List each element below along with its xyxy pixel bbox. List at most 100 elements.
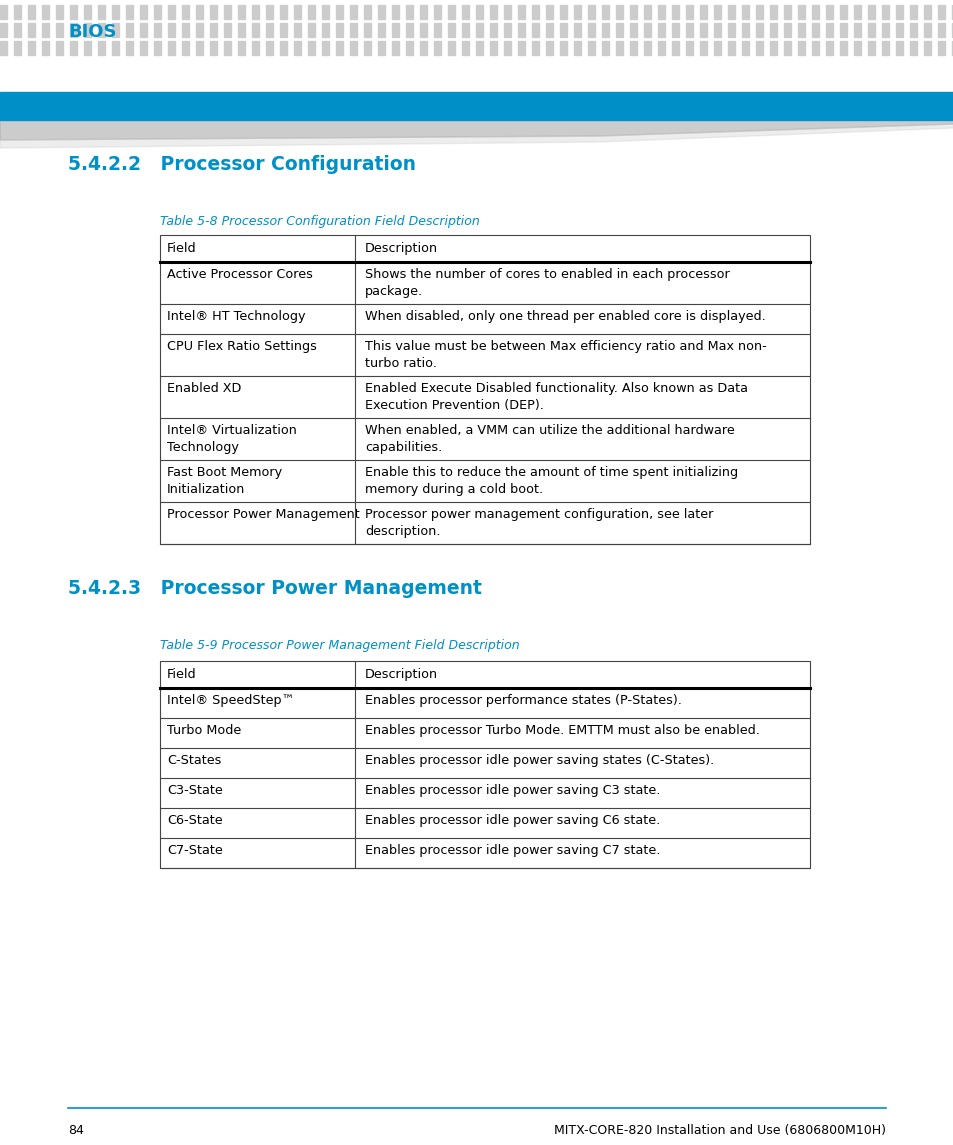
- Bar: [364, 5, 371, 19]
- Bar: [895, 5, 902, 19]
- Text: 84: 84: [68, 1124, 84, 1137]
- Bar: [769, 5, 776, 19]
- Bar: [434, 23, 440, 37]
- Text: Field: Field: [167, 242, 196, 255]
- Bar: [140, 41, 147, 55]
- Text: Enables processor idle power saving C6 state.: Enables processor idle power saving C6 s…: [365, 814, 659, 827]
- Bar: [42, 23, 49, 37]
- Bar: [490, 41, 497, 55]
- Bar: [210, 23, 216, 37]
- Bar: [727, 41, 734, 55]
- Bar: [294, 23, 301, 37]
- Bar: [616, 5, 622, 19]
- Bar: [210, 41, 216, 55]
- Bar: [266, 41, 273, 55]
- Bar: [601, 5, 608, 19]
- Bar: [658, 5, 664, 19]
- Bar: [937, 5, 944, 19]
- Bar: [419, 41, 427, 55]
- Bar: [629, 23, 637, 37]
- Bar: [84, 23, 91, 37]
- Text: This value must be between Max efficiency ratio and Max non-
turbo ratio.: This value must be between Max efficienc…: [365, 340, 766, 370]
- Bar: [797, 23, 804, 37]
- Bar: [741, 23, 748, 37]
- Bar: [658, 41, 664, 55]
- Bar: [909, 5, 916, 19]
- Bar: [406, 41, 413, 55]
- Bar: [364, 41, 371, 55]
- Text: Description: Description: [365, 668, 437, 681]
- Bar: [797, 41, 804, 55]
- Bar: [195, 5, 203, 19]
- Bar: [335, 5, 343, 19]
- Bar: [601, 23, 608, 37]
- Bar: [308, 23, 314, 37]
- Bar: [755, 23, 762, 37]
- Bar: [308, 5, 314, 19]
- Bar: [168, 23, 174, 37]
- Bar: [882, 5, 888, 19]
- Text: C3-State: C3-State: [167, 784, 222, 797]
- Bar: [797, 5, 804, 19]
- Text: Processor power management configuration, see later
description.: Processor power management configuration…: [365, 508, 713, 538]
- Bar: [237, 41, 245, 55]
- Bar: [0, 23, 7, 37]
- Bar: [545, 5, 553, 19]
- Text: Shows the number of cores to enabled in each processor
package.: Shows the number of cores to enabled in …: [365, 268, 729, 298]
- Bar: [392, 23, 398, 37]
- Text: Enables processor idle power saving states (C-States).: Enables processor idle power saving stat…: [365, 755, 714, 767]
- Bar: [0, 92, 953, 120]
- Text: Enabled Execute Disabled functionality. Also known as Data
Execution Prevention : Enabled Execute Disabled functionality. …: [365, 382, 747, 412]
- Bar: [503, 23, 511, 37]
- Bar: [419, 23, 427, 37]
- Bar: [587, 5, 595, 19]
- Bar: [42, 41, 49, 55]
- Bar: [406, 5, 413, 19]
- Bar: [98, 41, 105, 55]
- Bar: [811, 5, 818, 19]
- Bar: [126, 5, 132, 19]
- Bar: [923, 23, 930, 37]
- Bar: [853, 41, 861, 55]
- Bar: [160, 235, 809, 544]
- Bar: [392, 5, 398, 19]
- Bar: [160, 661, 809, 868]
- Bar: [406, 23, 413, 37]
- Bar: [671, 23, 679, 37]
- Bar: [574, 5, 580, 19]
- Bar: [112, 23, 119, 37]
- Text: Enabled XD: Enabled XD: [167, 382, 241, 395]
- Bar: [322, 41, 329, 55]
- Text: C6-State: C6-State: [167, 814, 222, 827]
- Text: When enabled, a VMM can utilize the additional hardware
capabilities.: When enabled, a VMM can utilize the addi…: [365, 424, 734, 455]
- Bar: [70, 41, 77, 55]
- Bar: [629, 41, 637, 55]
- Bar: [14, 41, 21, 55]
- Text: MITX-CORE-820 Installation and Use (6806800M10H): MITX-CORE-820 Installation and Use (6806…: [554, 1124, 885, 1137]
- Text: Table 5-8 Processor Configuration Field Description: Table 5-8 Processor Configuration Field …: [160, 215, 479, 228]
- Bar: [587, 23, 595, 37]
- Text: Table 5-9 Processor Power Management Field Description: Table 5-9 Processor Power Management Fie…: [160, 639, 519, 652]
- Bar: [294, 41, 301, 55]
- Text: Enables processor performance states (P-States).: Enables processor performance states (P-…: [365, 694, 681, 706]
- Bar: [727, 23, 734, 37]
- Text: When disabled, only one thread per enabled core is displayed.: When disabled, only one thread per enabl…: [365, 310, 765, 323]
- Bar: [112, 5, 119, 19]
- Bar: [643, 41, 650, 55]
- Text: Enable this to reduce the amount of time spent initializing
memory during a cold: Enable this to reduce the amount of time…: [365, 466, 738, 496]
- Bar: [671, 41, 679, 55]
- Bar: [224, 23, 231, 37]
- Text: Enables processor idle power saving C3 state.: Enables processor idle power saving C3 s…: [365, 784, 659, 797]
- Bar: [727, 5, 734, 19]
- Text: Field: Field: [167, 668, 196, 681]
- Bar: [517, 23, 524, 37]
- Bar: [140, 5, 147, 19]
- Bar: [658, 23, 664, 37]
- Bar: [195, 41, 203, 55]
- Bar: [476, 41, 482, 55]
- Bar: [448, 5, 455, 19]
- Text: 5.4.2.2   Processor Configuration: 5.4.2.2 Processor Configuration: [68, 155, 416, 174]
- Bar: [377, 41, 385, 55]
- Bar: [280, 5, 287, 19]
- Bar: [224, 41, 231, 55]
